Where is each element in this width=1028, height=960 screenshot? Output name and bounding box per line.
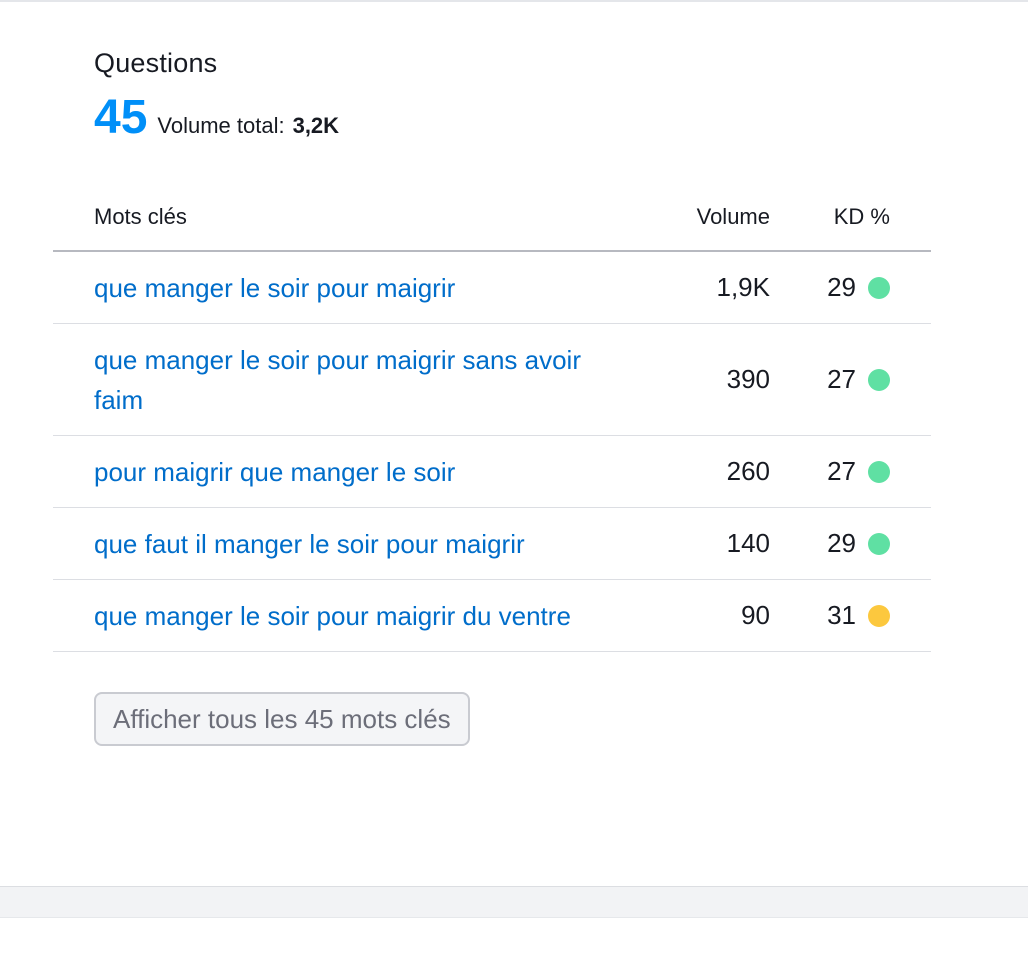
kd-value: 29 xyxy=(827,528,856,558)
table-row: pour maigrir que manger le soir 260 27 xyxy=(53,436,931,508)
kd-status-dot-icon xyxy=(868,368,890,391)
keyword-link[interactable]: pour maigrir que manger le soir xyxy=(94,457,456,487)
table-row: que manger le soir pour maigrir 1,9K 29 xyxy=(53,252,931,324)
table-header: Mots clés Volume KD % xyxy=(53,180,931,252)
kd-status-dot-icon xyxy=(868,276,890,299)
keyword-difficulty: 27 xyxy=(827,456,890,487)
kd-value: 27 xyxy=(827,364,856,394)
questions-widget: Questions 45 Volume total: 3,2K Mots clé… xyxy=(0,2,1028,886)
show-all-keywords-button[interactable]: Afficher tous les 45 mots clés xyxy=(94,692,470,746)
kd-status-dot-icon xyxy=(868,532,890,555)
column-header-kd: KD % xyxy=(833,204,890,229)
kd-value: 29 xyxy=(827,272,856,302)
keyword-link[interactable]: que faut il manger le soir pour maigrir xyxy=(94,529,525,559)
keyword-difficulty: 31 xyxy=(827,600,890,631)
questions-count: 45 xyxy=(94,91,148,144)
kd-value: 31 xyxy=(827,600,856,630)
page-footer-band xyxy=(0,886,1028,918)
keyword-link[interactable]: que manger le soir pour maigrir xyxy=(94,273,456,303)
keyword-link[interactable]: que manger le soir pour maigrir sans avo… xyxy=(94,345,581,415)
total-volume-label: Volume total: xyxy=(157,113,285,138)
kd-value: 27 xyxy=(827,456,856,486)
top-divider xyxy=(0,0,1028,2)
keyword-difficulty: 29 xyxy=(827,272,890,303)
kd-status-dot-icon xyxy=(868,460,890,483)
keyword-volume: 390 xyxy=(726,364,770,394)
keywords-table: Mots clés Volume KD % que manger le soir… xyxy=(53,180,931,652)
column-header-volume: Volume xyxy=(696,204,770,229)
table-row: que manger le soir pour maigrir sans avo… xyxy=(53,324,931,436)
keyword-link[interactable]: que manger le soir pour maigrir du ventr… xyxy=(94,601,571,631)
kd-status-dot-icon xyxy=(868,604,890,627)
table-row: que faut il manger le soir pour maigrir … xyxy=(53,508,931,580)
keyword-volume: 140 xyxy=(726,528,770,558)
total-volume-value: 3,2K xyxy=(292,113,340,138)
column-header-keyword: Mots clés xyxy=(94,204,187,229)
table-row: que manger le soir pour maigrir du ventr… xyxy=(53,580,931,652)
keyword-difficulty: 29 xyxy=(827,528,890,559)
keyword-volume: 260 xyxy=(726,456,770,486)
questions-summary: 45 Volume total: 3,2K xyxy=(94,94,339,142)
keyword-volume: 1,9K xyxy=(716,272,771,302)
keyword-volume: 90 xyxy=(741,600,770,630)
keyword-difficulty: 27 xyxy=(827,364,890,395)
widget-title: Questions xyxy=(94,48,218,78)
